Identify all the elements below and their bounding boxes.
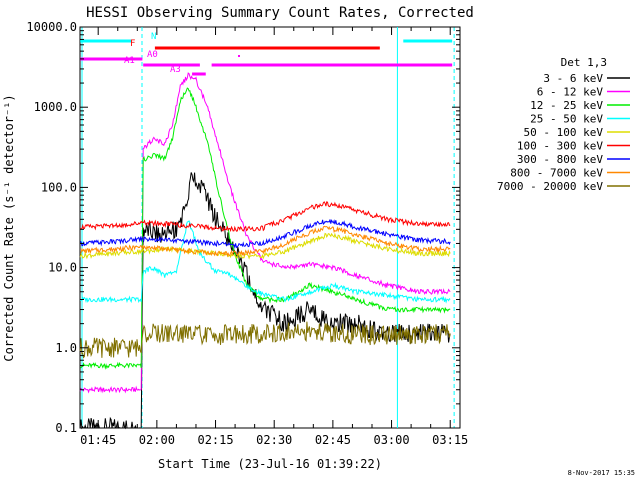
flag-label-A0: A0 — [147, 50, 158, 60]
footer-date: 8-Nov-2017 15:35 — [568, 469, 635, 477]
y-tick-label: 100.0 — [41, 180, 77, 194]
flag-dot — [238, 55, 241, 57]
x-tick-label: 02:30 — [256, 433, 292, 447]
plot-area — [79, 26, 461, 430]
flag-label-F: F — [130, 39, 135, 49]
x-axis-ticks: 01:45 02:00 02:15 02:30 02:45 03:00 03:15 — [80, 27, 468, 447]
series-line-7 — [80, 225, 451, 258]
y-tick-label: 1.0 — [55, 341, 77, 355]
flag-label-A1: A1 — [124, 56, 135, 66]
legend-label: 50 - 100 keV — [524, 126, 604, 139]
x-tick-label: 02:00 — [139, 433, 175, 447]
y-tick-label: 10000.0 — [26, 20, 77, 34]
flag-label-N: N — [151, 32, 156, 42]
x-tick-label: 03:15 — [432, 433, 468, 447]
legend-label: 25 - 50 keV — [530, 113, 603, 126]
x-axis-label: Start Time (23-Jul-16 01:39:22) — [158, 457, 382, 471]
y-tick-label: 10.0 — [48, 261, 77, 275]
x-tick-label: 01:45 — [80, 433, 116, 447]
legend-title: Det 1,3 — [561, 56, 607, 69]
legend-label: 800 - 7000 keV — [510, 167, 603, 180]
series-line-6 — [79, 219, 451, 250]
plot-frame — [79, 26, 461, 429]
series-line-4 — [79, 232, 451, 260]
legend-label: 300 - 800 keV — [517, 153, 603, 166]
legend-label: 12 - 25 keV — [530, 99, 603, 112]
legend-label: 3 - 6 keV — [543, 72, 603, 85]
legend-label: 7000 - 20000 keV — [497, 180, 603, 193]
y-tick-label: 1000.0 — [34, 100, 77, 114]
x-tick-label: 03:00 — [373, 433, 409, 447]
x-tick-label: 02:45 — [315, 433, 351, 447]
chart-title: HESSI Observing Summary Count Rates, Cor… — [86, 5, 474, 21]
series-line-8 — [79, 321, 451, 359]
legend-label: 100 - 300 keV — [517, 140, 603, 153]
series-line-3 — [79, 220, 451, 304]
series-line-2 — [80, 87, 451, 370]
legend-label: 6 - 12 keV — [537, 86, 604, 99]
y-tick-label: 0.1 — [55, 421, 77, 435]
y-axis-label: Corrected Count Rate (s⁻¹ detector⁻¹) — [2, 94, 16, 361]
flag-bars: N F A0 A1 A3 — [80, 32, 453, 76]
flag-label-A3: A3 — [170, 65, 181, 75]
series-line-5 — [79, 201, 451, 233]
y-axis-ticks: 0.1 1.0 10.0 100.0 1000.0 10000.0 — [26, 20, 460, 435]
x-tick-label: 02:15 — [197, 433, 233, 447]
